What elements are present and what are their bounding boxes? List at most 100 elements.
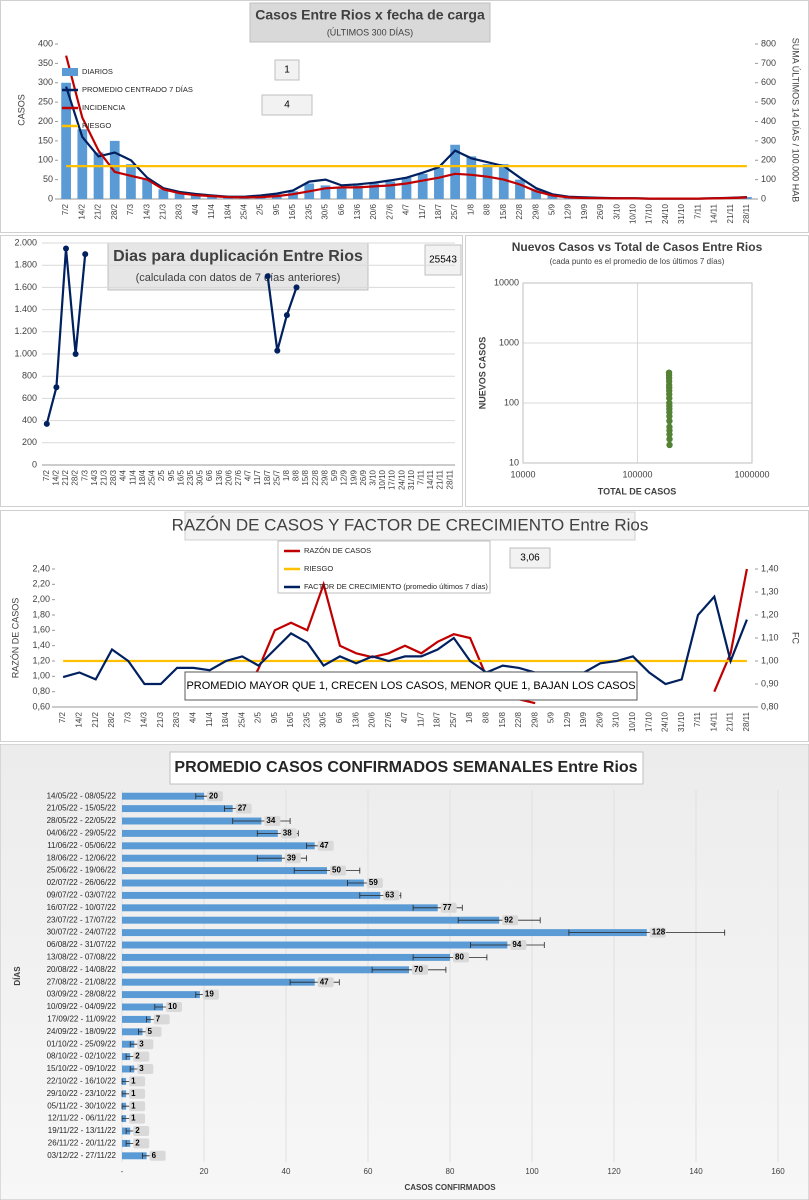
x-tick-label: 21/11	[726, 203, 735, 223]
bar	[207, 195, 217, 199]
x-tick-label: 1/8	[282, 469, 291, 481]
y-tick-label: 250	[38, 97, 53, 107]
x-tick-label: 21/2	[91, 711, 100, 727]
error-bar	[371, 966, 447, 973]
x-tick-label: 4/4	[191, 203, 200, 215]
bar	[190, 194, 201, 199]
bar	[122, 867, 327, 875]
bar	[122, 1065, 135, 1073]
y-tick-label: 20/08/22 - 14/08/22	[47, 965, 117, 974]
x-tick-label: 14/2	[77, 203, 86, 219]
chart-title: RAZÓN DE CASOS Y FACTOR DE CRECIMIENTO E…	[172, 515, 649, 534]
bar	[482, 164, 493, 199]
bar	[336, 187, 347, 199]
bar	[385, 181, 396, 199]
error-bar	[470, 942, 545, 948]
x-tick-label: 25/7	[450, 203, 459, 219]
x-tick-label: 3/10	[612, 203, 621, 219]
bar	[122, 829, 278, 837]
x-tick-label: 21/11	[726, 711, 735, 731]
value-label: 2	[135, 1139, 140, 1148]
y-tick-label: 2,00	[32, 594, 50, 604]
y-tick-label: 12/11/22 - 06/11/22	[48, 1114, 117, 1123]
error-bar	[457, 917, 541, 924]
legend-label: DIARIOS	[82, 67, 113, 76]
y-tick-label: 03/12/22 - 27/11/22	[47, 1151, 116, 1160]
x-tick-label: 5/9	[547, 203, 556, 215]
series-line	[65, 55, 747, 200]
value-label-box	[235, 803, 252, 814]
x-tick-label: 14/11	[426, 469, 435, 489]
x-tick-label: 17/10	[644, 711, 653, 732]
x-tick-label: 14/2	[75, 711, 84, 727]
x-tick-label: 16/5	[286, 711, 295, 727]
y-axis-label: CASOS	[16, 94, 26, 126]
title-box	[107, 242, 369, 291]
value-label: 80	[455, 953, 464, 962]
bar	[93, 152, 104, 199]
value-label: 3	[139, 1039, 144, 1048]
x-tick-label: 11/4	[128, 469, 137, 485]
bar	[434, 168, 444, 199]
x-axis-label: CASOS CONFIRMADOS	[404, 1183, 496, 1192]
point	[666, 399, 673, 407]
x-tick-label: 60	[364, 1167, 373, 1176]
x-tick-label: 19/9	[349, 469, 358, 485]
x-tick-label: 5/9	[547, 711, 556, 723]
y-tick-label: 18/06/22 - 12/06/22	[47, 853, 117, 862]
x-tick-label: 15/8	[499, 203, 508, 219]
x-tick-label: 14/2	[52, 469, 61, 485]
y-tick-label: 13/08/22 - 07/08/22	[47, 953, 117, 962]
x-tick-label: 11/7	[418, 203, 427, 219]
y-tick-label: 01/10/22 - 25/09/22	[47, 1039, 117, 1048]
value-label: 77	[443, 903, 452, 912]
x-tick-label: 28/2	[107, 711, 116, 727]
value-label: 128	[652, 928, 666, 937]
x-tick-label: 4/7	[244, 469, 253, 481]
ratio-panel: RAZÓN DE CASOS Y FACTOR DE CRECIMIENTO E…	[0, 510, 809, 742]
y2-tick-label: 800	[761, 38, 776, 48]
x-tick-label: 2/5	[157, 469, 166, 481]
x-tick-label: 11/4	[205, 711, 214, 727]
x-tick-label: 23/5	[302, 711, 311, 727]
bar	[498, 164, 509, 199]
x-tick-label: 10/10	[378, 469, 387, 490]
bar	[401, 177, 412, 199]
y-tick-label: 21/05/22 - 15/05/22	[47, 804, 117, 813]
x-tick-label: 10/10	[629, 203, 638, 224]
value-label: 7	[156, 1015, 161, 1024]
bar	[77, 129, 88, 199]
value-label: 63	[385, 891, 394, 900]
x-tick-label: 12/9	[340, 469, 349, 485]
x-tick-label: 14/11	[709, 711, 718, 731]
bar	[417, 173, 428, 199]
bar	[126, 164, 136, 199]
y2-axis-label: SUMA ÚLTIMOS 14 DÍAS / 100.000 HAB	[791, 38, 801, 202]
x-tick-label: 7/2	[61, 203, 70, 215]
y-tick-label: 800	[22, 371, 37, 381]
x-tick-label: 40	[282, 1167, 291, 1176]
x-tick-label: 14/3	[90, 469, 99, 485]
y-axis-label: NUEVOS CASOS	[477, 337, 487, 410]
value-label-box	[440, 902, 457, 913]
x-tick-label: 15/8	[498, 711, 507, 727]
value-label-box	[145, 1026, 162, 1037]
x-tick-label: 12/9	[564, 203, 573, 219]
value-label-box	[317, 977, 334, 988]
value-label: 34	[266, 816, 275, 825]
value-label: 94	[512, 940, 521, 949]
y-tick-label: 17/09/22 - 11/09/22	[47, 1015, 116, 1024]
y-tick-label: 1.000	[14, 348, 37, 358]
x-tick-label: 160	[771, 1167, 785, 1176]
y-tick-label: 1.200	[14, 326, 37, 336]
x-tick-label: 25/4	[148, 469, 157, 485]
y-tick-label: 10000	[494, 277, 519, 287]
x-tick-label: 14/11	[710, 203, 719, 223]
value-label: 92	[504, 915, 513, 924]
y-tick-label: 02/07/22 - 26/06/22	[47, 878, 117, 887]
x-tick-label: 4/4	[119, 469, 128, 481]
x-tick-label: 7/11	[693, 203, 702, 219]
y-tick-label: 1,20	[32, 655, 50, 665]
error-bar	[568, 929, 726, 936]
